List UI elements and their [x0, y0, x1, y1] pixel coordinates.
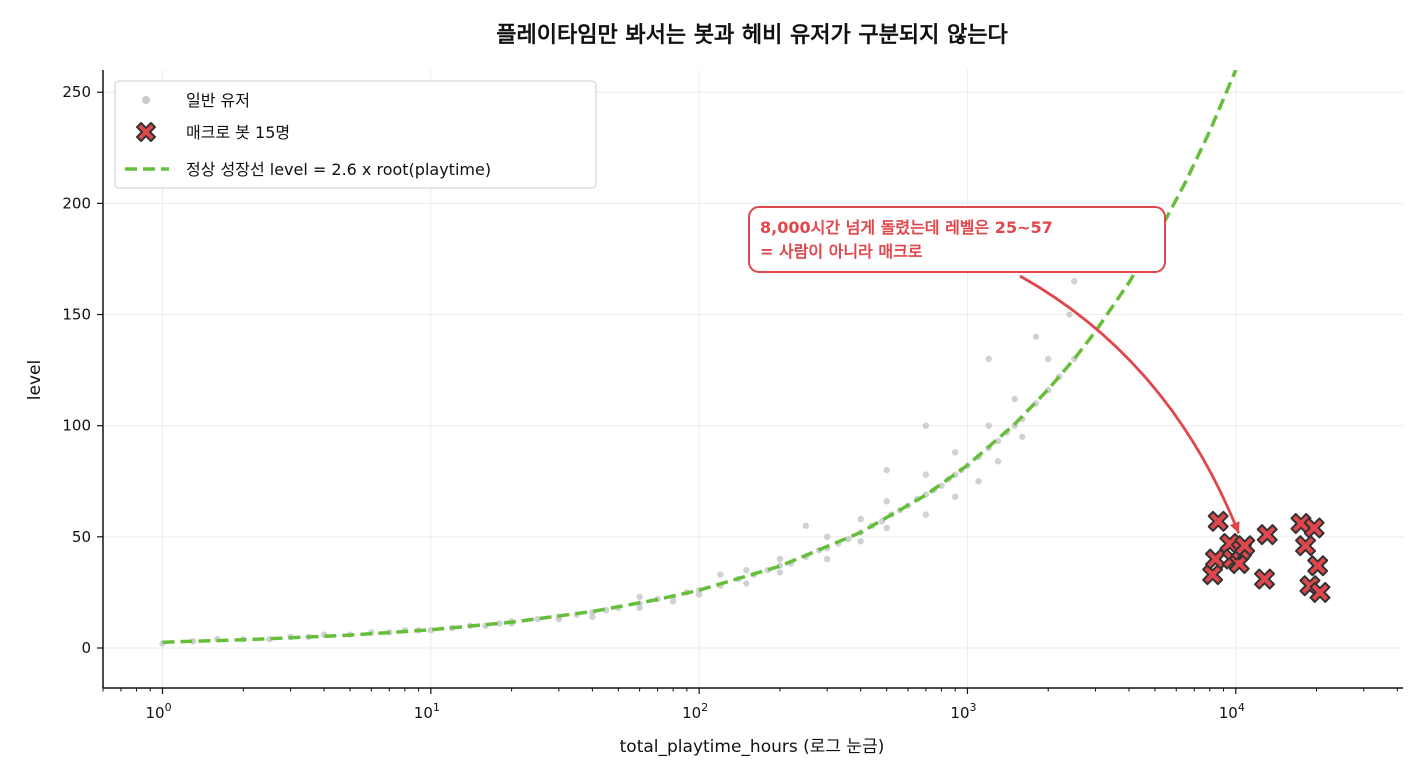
normal-user-point — [1032, 333, 1040, 340]
bot-point — [1254, 568, 1276, 590]
normal-user-point — [695, 591, 703, 598]
normal-user-point — [922, 422, 930, 429]
bot-point — [1202, 564, 1224, 586]
x-tick-exponent: 2 — [701, 701, 708, 714]
annotation-line-2: = 사람이 아니라 매크로 — [760, 242, 923, 261]
y-tick-label: 0 — [81, 639, 91, 657]
bot-point — [1204, 548, 1226, 570]
x-tick-exponent: 0 — [165, 701, 172, 714]
normal-user-point — [1045, 355, 1052, 363]
legend: 일반 유저 매크로 봇 15명 정상 성장선 level = 2.6 x roo… — [114, 80, 597, 189]
normal-user-point — [922, 471, 930, 478]
normal-user-point — [743, 580, 750, 587]
normal-user-point — [823, 555, 831, 563]
normal-user-point — [985, 355, 992, 363]
x-tick-label: 103 — [950, 701, 976, 722]
normal-user-point — [669, 598, 677, 605]
normal-user-point — [951, 449, 959, 456]
normal-user-point — [857, 538, 864, 545]
annotation: 8,000시간 넘게 돌렸는데 레벨은 25~57 = 사람이 아니라 매크로 — [748, 206, 1241, 534]
annotation-box — [748, 206, 1166, 273]
y-tick-label: 200 — [62, 194, 91, 212]
legend-marker-bot — [136, 122, 156, 142]
normal-user-point — [985, 422, 992, 429]
normal-user-point — [975, 478, 982, 485]
bot-point — [1256, 524, 1278, 546]
bot-point — [1234, 535, 1256, 557]
bot-point — [1207, 510, 1229, 532]
y-axis-label: level — [25, 360, 45, 400]
chart-title: 플레이타임만 봐서는 봇과 헤비 유저가 구분되지 않는다 — [496, 23, 1008, 48]
legend-label-bot: 매크로 봇 15명 — [186, 123, 290, 142]
normal-user-point — [883, 524, 890, 532]
x-tick-exponent: 1 — [433, 701, 440, 714]
x-tick-label: 101 — [414, 701, 440, 722]
normal-user-point — [776, 569, 784, 576]
normal-user-point — [883, 466, 890, 474]
normal-user-point — [1019, 433, 1026, 440]
y-tick-label: 50 — [72, 528, 91, 546]
y-tick-label: 250 — [62, 83, 91, 101]
normal-user-point — [823, 533, 831, 541]
x-tick-label: 102 — [682, 701, 708, 722]
normal-user-point — [589, 613, 596, 621]
normal-user-point — [922, 511, 930, 518]
y-tick-label: 100 — [62, 417, 91, 435]
normal-user-point — [994, 458, 1002, 465]
normal-user-point — [845, 535, 852, 543]
legend-label-curve: 정상 성장선 level = 2.6 x root(playtime) — [186, 160, 491, 179]
annotation-arrow-line — [1019, 274, 1241, 534]
legend-marker-normal — [142, 96, 150, 104]
legend-box — [114, 80, 597, 189]
normal-user-point — [1071, 277, 1078, 285]
normal-user-point — [883, 498, 890, 505]
x-tick-label: 100 — [145, 701, 171, 722]
x-tick-label: 104 — [1219, 701, 1245, 722]
normal-user-point — [951, 493, 959, 501]
normal-user-point — [743, 566, 750, 574]
normal-user-point — [534, 615, 541, 623]
normal-user-point — [636, 604, 643, 612]
bot-point — [1303, 517, 1325, 539]
normal-user-point — [994, 438, 1002, 445]
normal-user-point — [857, 515, 864, 523]
bot-point — [1307, 555, 1329, 577]
x-axis-label: total_playtime_hours (로그 눈금) — [620, 737, 885, 757]
y-tick-label: 150 — [62, 306, 91, 324]
normal-user-point — [802, 522, 810, 529]
x-tick-exponent: 3 — [970, 701, 977, 714]
normal-user-point — [1066, 311, 1073, 318]
bot-point — [1295, 535, 1317, 557]
annotation-arrow-head — [1229, 521, 1240, 534]
normal-user-point — [938, 482, 945, 489]
bot-point — [1309, 581, 1331, 603]
normal-user-point — [717, 571, 724, 578]
normal-user-point — [636, 593, 643, 601]
normal-user-point — [776, 555, 784, 563]
legend-bot-x — [136, 122, 156, 142]
annotation-line-1: 8,000시간 넘게 돌렸는데 레벨은 25~57 — [760, 218, 1053, 237]
normal-user-point — [1011, 395, 1018, 403]
x-tick-exponent: 4 — [1238, 701, 1245, 714]
legend-label-normal: 일반 유저 — [186, 91, 250, 110]
